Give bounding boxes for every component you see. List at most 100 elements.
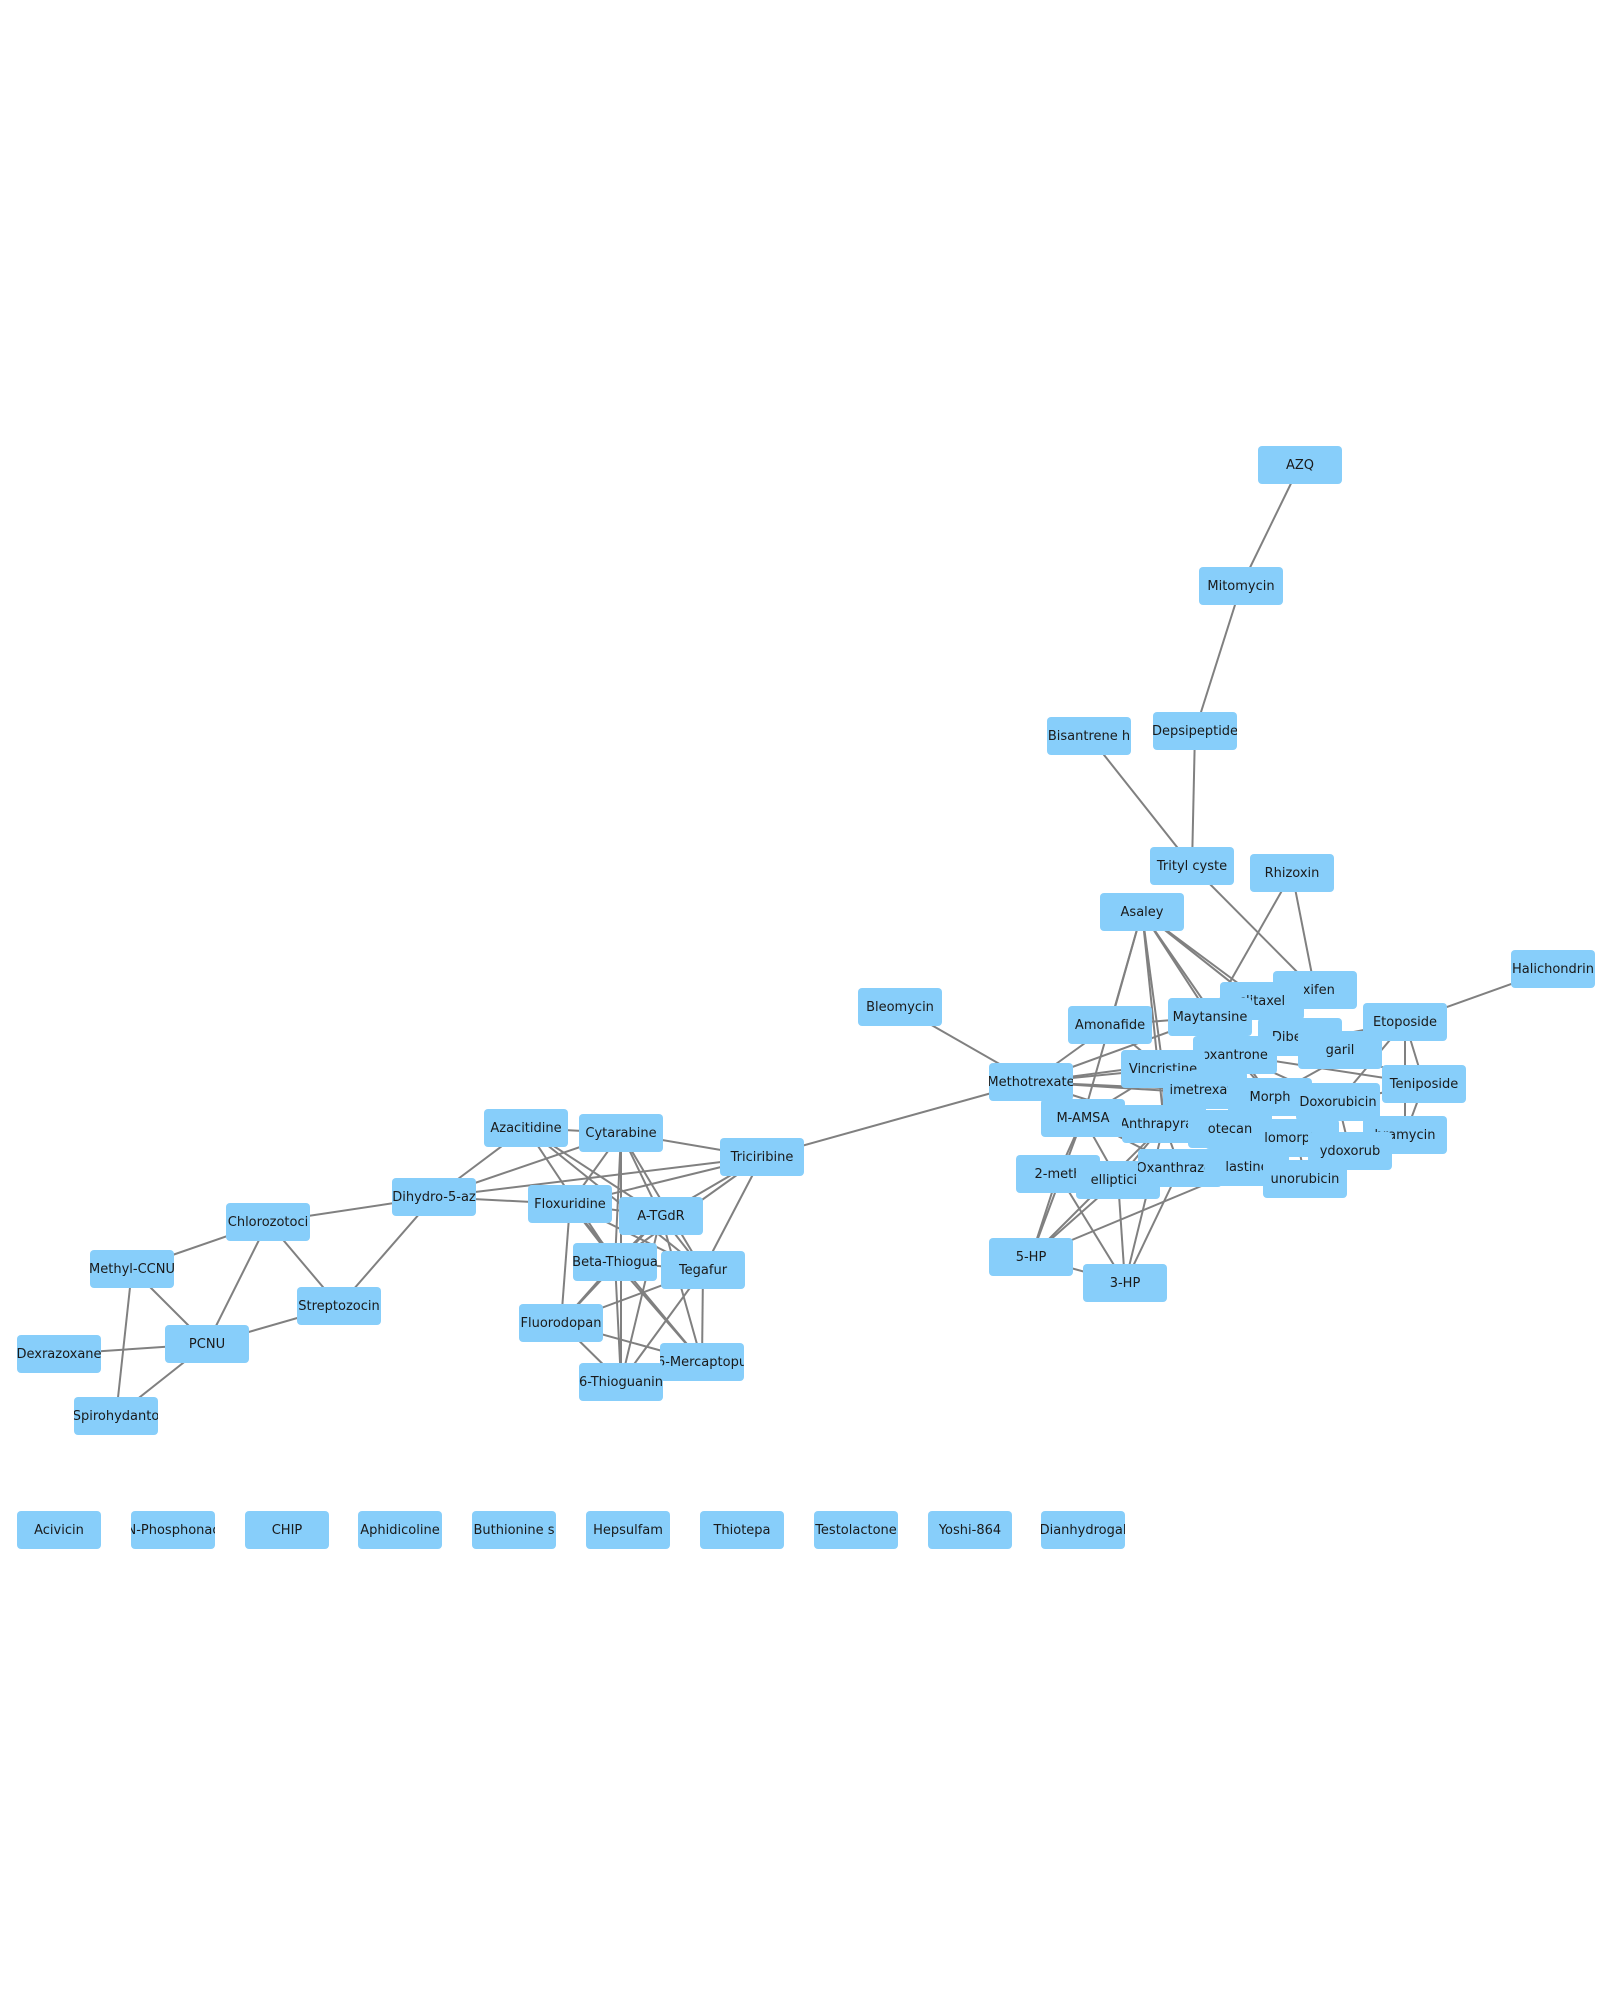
node-testolactone[interactable]: Testolactone bbox=[814, 1511, 898, 1549]
node-mercaptopurine[interactable]: 6-Mercaptopu bbox=[660, 1343, 744, 1381]
node-label: Trityl cyste bbox=[1156, 858, 1228, 874]
node-label: Yoshi-864 bbox=[938, 1522, 1002, 1538]
node-label: Teniposide bbox=[1389, 1076, 1459, 1092]
node-hp5[interactable]: 5-HP bbox=[989, 1238, 1073, 1276]
node-hepsulfam[interactable]: Hepsulfam bbox=[586, 1511, 670, 1549]
node-label: Aphidicoline bbox=[360, 1522, 440, 1538]
edge-azacitidine-tegafur bbox=[525, 1127, 704, 1271]
node-fluorodopan[interactable]: Fluorodopan bbox=[519, 1304, 603, 1342]
node-label: lastine bbox=[1225, 1159, 1269, 1175]
node-dihydro[interactable]: Dihydro-5-az bbox=[392, 1178, 476, 1216]
node-chip[interactable]: CHIP bbox=[245, 1511, 329, 1549]
node-maytansine[interactable]: Maytansine bbox=[1168, 998, 1252, 1036]
node-daunorubicin[interactable]: unorubicin bbox=[1263, 1160, 1347, 1198]
node-depsipeptide[interactable]: Depsipeptide bbox=[1153, 712, 1237, 750]
node-atgdr[interactable]: A-TGdR bbox=[619, 1197, 703, 1235]
node-amonafide[interactable]: Amonafide bbox=[1068, 1006, 1152, 1044]
node-label: ellipticin bbox=[1090, 1172, 1146, 1188]
node-label: Bisantrene h bbox=[1047, 728, 1131, 744]
node-bleomycin[interactable]: Bleomycin bbox=[858, 988, 942, 1026]
node-label: Azacitidine bbox=[490, 1120, 562, 1136]
node-mitomycin[interactable]: Mitomycin bbox=[1199, 567, 1283, 605]
node-label: Testolactone bbox=[815, 1522, 897, 1538]
node-yoshi864[interactable]: Yoshi-864 bbox=[928, 1511, 1012, 1549]
node-label: Amonafide bbox=[1074, 1017, 1146, 1033]
node-label: unorubicin bbox=[1270, 1171, 1340, 1187]
node-label: garil bbox=[1325, 1042, 1355, 1058]
edge-methylccnu-spirohydantoin bbox=[115, 1268, 133, 1417]
node-label: A-TGdR bbox=[637, 1208, 685, 1224]
node-mitoxantrone[interactable]: oxantrone bbox=[1193, 1036, 1277, 1074]
node-teniposide[interactable]: Teniposide bbox=[1382, 1065, 1466, 1103]
node-label: CHIP bbox=[271, 1522, 303, 1538]
node-nphosphonac[interactable]: N-Phosphonac bbox=[131, 1511, 215, 1549]
node-asaley[interactable]: Asaley bbox=[1100, 893, 1184, 931]
node-cytarabine[interactable]: Cytarabine bbox=[579, 1114, 663, 1152]
edge-bisantrene-trityl bbox=[1088, 735, 1193, 867]
node-mamsa[interactable]: M-AMSA bbox=[1041, 1099, 1125, 1137]
node-label: Oxanthrazole bbox=[1138, 1160, 1222, 1176]
node-label: Anthrapyrazo bbox=[1122, 1116, 1206, 1132]
node-methylccnu[interactable]: Methyl-CCNU bbox=[90, 1250, 174, 1288]
node-label: 5-HP bbox=[1015, 1249, 1047, 1265]
edge-betathioguanine-thioguanine bbox=[614, 1261, 622, 1383]
node-label: Asaley bbox=[1120, 904, 1164, 920]
node-label: 6-Mercaptopu bbox=[660, 1354, 744, 1370]
node-label: Thiotepa bbox=[713, 1522, 771, 1538]
node-betathioguanine[interactable]: Beta-Thiogua bbox=[573, 1243, 657, 1281]
node-label: Rhizoxin bbox=[1264, 865, 1320, 881]
node-label: Doxorubicin bbox=[1299, 1094, 1377, 1110]
edge-atgdr-mercaptopurine bbox=[660, 1215, 703, 1363]
edge-chlorozotocin-pcnu bbox=[206, 1221, 269, 1345]
edge-rhizoxin-tamoxifen bbox=[1291, 872, 1316, 991]
node-pcnu[interactable]: PCNU bbox=[165, 1325, 249, 1363]
node-label: Depsipeptide bbox=[1153, 723, 1237, 739]
edge-trityl-tamoxifen bbox=[1191, 865, 1316, 991]
node-azacitidine[interactable]: Azacitidine bbox=[484, 1109, 568, 1147]
node-label: Triciribine bbox=[730, 1149, 794, 1165]
node-label: Buthionine s bbox=[473, 1522, 555, 1538]
node-label: oxantrone bbox=[1202, 1047, 1268, 1063]
node-label: Dianhydrogal bbox=[1041, 1522, 1125, 1538]
node-triciribine[interactable]: Triciribine bbox=[720, 1138, 804, 1176]
node-label: Bleomycin bbox=[866, 999, 934, 1015]
node-hp3[interactable]: 3-HP bbox=[1083, 1264, 1167, 1302]
node-thiotepa[interactable]: Thiotepa bbox=[700, 1511, 784, 1549]
node-spirohydantoin[interactable]: Spirohydanto bbox=[74, 1397, 158, 1435]
node-label: M-AMSA bbox=[1056, 1110, 1110, 1126]
node-floxuridine[interactable]: Floxuridine bbox=[528, 1185, 612, 1223]
node-bisantrene[interactable]: Bisantrene h bbox=[1047, 717, 1131, 755]
edge-methotrexate-triciribine bbox=[761, 1081, 1032, 1158]
node-methotrexate[interactable]: Methotrexate bbox=[989, 1063, 1073, 1101]
node-doxorubicin[interactable]: Doxorubicin bbox=[1296, 1083, 1380, 1121]
node-label: 3-HP bbox=[1109, 1275, 1141, 1291]
node-streptozocin[interactable]: Streptozocin bbox=[297, 1287, 381, 1325]
node-label: PCNU bbox=[188, 1336, 226, 1352]
node-label: Tegafur bbox=[678, 1262, 728, 1278]
node-thioguanine[interactable]: 6-Thioguanin bbox=[579, 1363, 663, 1401]
node-chlorozotocin[interactable]: Chlorozotoci bbox=[226, 1203, 310, 1241]
node-label: Chlorozotoci bbox=[227, 1214, 309, 1230]
node-aphidicoline[interactable]: Aphidicoline bbox=[358, 1511, 442, 1549]
node-buthionine[interactable]: Buthionine s bbox=[472, 1511, 556, 1549]
node-tegafur[interactable]: Tegafur bbox=[661, 1251, 745, 1289]
node-garil[interactable]: garil bbox=[1298, 1031, 1382, 1069]
edge-mitomycin-depsipeptide bbox=[1194, 585, 1242, 732]
node-dianhydrogal[interactable]: Dianhydrogal bbox=[1041, 1511, 1125, 1549]
node-label: Maytansine bbox=[1172, 1009, 1248, 1025]
node-trityl[interactable]: Trityl cyste bbox=[1150, 847, 1234, 885]
node-label: otecan bbox=[1207, 1121, 1253, 1137]
node-azq[interactable]: AZQ bbox=[1258, 446, 1342, 484]
node-label: Cytarabine bbox=[585, 1125, 657, 1141]
edge-azq-mitomycin bbox=[1240, 464, 1301, 587]
node-label: oxifen bbox=[1295, 982, 1335, 998]
node-halichondrin[interactable]: Halichondrin bbox=[1511, 950, 1595, 988]
edge-triciribine-dihydro bbox=[433, 1156, 763, 1198]
node-rhizoxin[interactable]: Rhizoxin bbox=[1250, 854, 1334, 892]
node-dexrazoxane[interactable]: Dexrazoxane bbox=[17, 1335, 101, 1373]
node-acivicin[interactable]: Acivicin bbox=[17, 1511, 101, 1549]
edge-depsipeptide-trityl bbox=[1191, 730, 1196, 867]
edge-floxuridine-fluorodopan bbox=[560, 1203, 571, 1324]
